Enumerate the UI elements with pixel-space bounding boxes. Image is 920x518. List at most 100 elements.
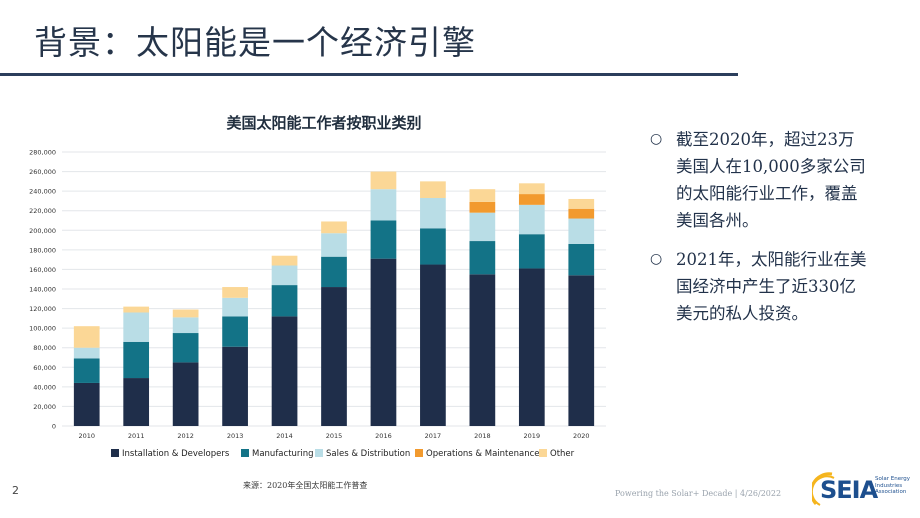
bar-segment [73,326,100,348]
bar-segment [321,287,347,426]
bar-segment [469,212,496,242]
bar-segment [370,220,397,259]
x-tick-label: 2017 [425,432,442,440]
x-tick-label: 2019 [524,432,541,440]
bar-segment [73,358,100,383]
legend-swatch [415,449,423,457]
y-tick-label: 220,000 [29,207,56,215]
bar-segment [370,171,397,190]
page-number: 2 [12,484,19,497]
bar-segment [123,341,150,379]
logo-wordmark: SEIA [820,476,878,504]
legend-label: Installation & Developers [122,449,230,459]
footer-text: Powering the Solar+ Decade | 4/26/2022 [615,489,782,498]
bar-segment [222,297,248,317]
bar-segment [518,204,545,235]
bar-segment [370,189,397,221]
y-tick-label: 80,000 [33,344,56,352]
sun-arc-icon [812,472,835,506]
bar-segment [123,312,150,342]
legend-swatch [241,449,249,457]
bar-segment [568,218,595,244]
title-divider [0,73,738,76]
bar-segment [420,264,446,426]
bar-segment [222,346,248,426]
bar-segment [222,287,248,298]
x-tick-label: 2018 [474,432,491,440]
stacked-bar-chart: 0 20,000 40,000 60,000 80,000 100,000 120,000 1… [29,149,606,459]
bar-segment [321,256,347,288]
bar-segment [469,189,496,202]
bar-segment [518,183,545,195]
bar-segment [73,382,100,426]
y-tick-label: 60,000 [33,364,56,372]
y-tick-label: 40,000 [33,383,56,391]
chart-container: 美国太阳能工作者按职业类别 0 20,000 40,000 60,000 80,000 1… [24,104,624,472]
bullet-circle-icon: ○ [650,251,663,267]
y-tick-label: 260,000 [29,168,56,176]
legend-label: Manufacturing [252,449,314,459]
bar-segment [172,333,199,363]
bar-segment [73,347,100,359]
x-tick-label: 2012 [177,432,194,440]
y-tick-label: 0 [52,423,56,431]
bar-segment [172,317,199,334]
bar-segment [469,201,496,213]
x-tick-label: 2011 [128,432,145,440]
x-tick-label: 2013 [227,432,244,440]
bar-segment [469,274,496,426]
logo-subtext: Solar Energy Industries Association [875,476,911,495]
bar-segment [518,234,545,269]
chart-title: 美国太阳能工作者按职业类别 [226,114,422,132]
bullet-text: 2021年，太阳能行业在美国经济中产生了近330亿美元的私人投资。 [676,250,867,323]
bar-segment [518,194,545,205]
bar-segment [123,378,150,426]
bullet-list: ○ 截至2020年，超过23万美国人在10,000多家公司的太阳能行业工作，覆盖… [650,126,870,339]
bar-segment [568,198,595,209]
bar-segment [271,265,298,286]
legend-swatch [315,449,323,457]
x-tick-label: 2014 [276,432,293,440]
bar-segment [568,208,595,219]
bar-segment [518,268,545,426]
bar-segment [420,181,446,198]
slide-title: 背景：太阳能是一个经济引擎 [34,23,476,62]
bar-segment [271,255,298,266]
source-note: 来源：2020年全国太阳能工作普查 [243,481,368,490]
bar-segment [568,275,595,426]
y-tick-label: 100,000 [29,325,56,333]
bar-segment [370,258,397,426]
bar-segment [420,197,446,229]
y-tick-label: 20,000 [33,403,56,411]
bar-segment [321,233,347,257]
x-tick-label: 2010 [78,432,95,440]
bar-segment [222,316,248,347]
bar-segment [172,362,199,426]
bar-segment [123,306,150,313]
y-tick-label: 180,000 [29,246,56,254]
bar-segment [568,243,595,276]
legend-label: Operations & Maintenance [426,449,540,459]
bar-segment [271,285,298,317]
legend-label: Sales & Distribution [326,449,410,459]
legend-swatch [111,449,119,457]
bar-segment [271,316,298,426]
bar-segment [469,241,496,275]
y-tick-label: 140,000 [29,286,56,294]
bullet-text: 截至2020年，超过23万美国人在10,000多家公司的太阳能行业工作，覆盖美国… [676,130,866,230]
bar-segment [172,309,199,318]
y-tick-label: 200,000 [29,227,56,235]
bullet-circle-icon: ○ [650,131,663,147]
x-tick-label: 2016 [375,432,392,440]
y-tick-label: 160,000 [29,266,56,274]
x-tick-label: 2020 [573,432,590,440]
y-tick-label: 240,000 [29,188,56,196]
x-tick-label: 2015 [326,432,343,440]
y-tick-label: 280,000 [29,149,56,157]
legend-label: Other [550,449,575,459]
legend-swatch [539,449,547,457]
y-tick-label: 120,000 [29,305,56,313]
bar-segment [420,228,446,265]
bullet-item: ○ 截至2020年，超过23万美国人在10,000多家公司的太阳能行业工作，覆盖… [650,126,870,234]
seia-logo: SEIA Solar Energy Industries Association [812,470,912,510]
